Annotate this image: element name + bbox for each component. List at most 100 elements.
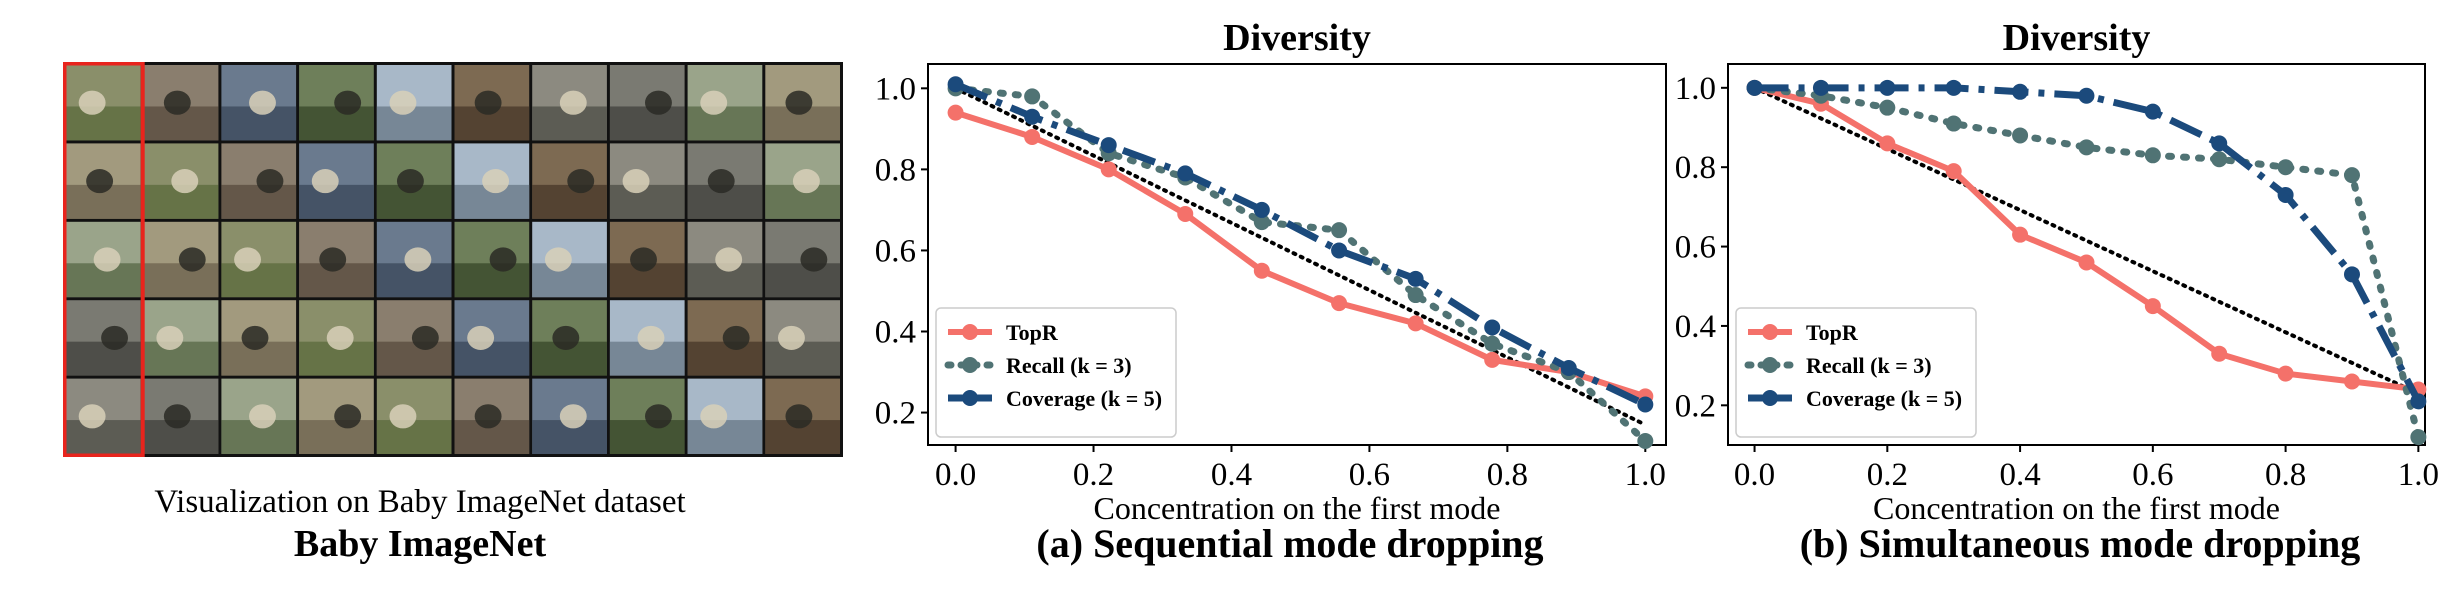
legend-label-coverage: Coverage (k = 5) [1806,386,1962,411]
x-axis-label: Concentration on the first mode [1873,490,2280,520]
data-point-coverage [1407,270,1424,287]
y-tick-label: 1.0 [1675,71,1716,107]
x-tick-label: 1.0 [2398,457,2439,493]
thumbnail [221,378,297,454]
data-point-recall [1879,99,1896,116]
thumbnail [609,221,685,298]
grid-title: Baby ImageNet [293,523,547,565]
series-line-recall [1751,84,2422,441]
thumbnail [687,300,763,376]
thumbnail [376,300,452,376]
thumbnail [299,221,374,298]
x-tick-label: 0.0 [1734,457,1775,493]
thumbnail [532,65,607,141]
data-point-recall [1024,88,1041,105]
thumbnail [765,378,840,454]
thumbnail [143,65,219,141]
x-tick-label: 0.2 [1867,457,1908,493]
data-point-recall [1253,214,1270,231]
data-point-recall [1407,287,1424,304]
y-tick-label: 0.2 [1675,388,1716,424]
thumbnail [143,221,219,298]
thumbnail [376,378,452,454]
data-point-topr [2078,254,2095,271]
thumbnail [765,65,840,141]
data-point-recall [2144,147,2161,164]
data-point-coverage [2078,87,2095,104]
thumbnail [376,221,452,298]
caption-simultaneous: (b) Simultaneous mode dropping [1799,521,2361,566]
thumbnail [765,221,840,298]
x-axis-label: Concentration on the first mode [1093,490,1500,520]
plot-frame [1727,63,2426,446]
y-tick-label: 0.6 [1675,230,1716,266]
thumbnail [221,300,297,376]
chart-title: Diversity [1223,17,1371,59]
thumbnail [299,300,374,376]
caption-sequential: (a) Sequential mode dropping [1036,521,1544,566]
x-tick-label: 0.0 [935,457,976,493]
data-point-coverage [1177,165,1194,182]
y-tick-label: 0.4 [875,315,916,351]
series-line-topr [954,109,1647,400]
y-tick-label: 0.8 [875,152,916,188]
thumbnail [376,143,452,219]
thumbnail [66,65,141,141]
data-point-coverage [2211,135,2228,152]
thumbnail [454,300,530,376]
highlight-column [63,62,145,457]
thumbnail [454,65,530,141]
data-point-coverage [1746,79,1763,96]
data-point-topr [947,104,964,121]
data-point-recall [1484,335,1501,352]
y-tick-label: 0.8 [1675,150,1716,186]
thumbnail [299,65,374,141]
chart-title: Diversity [2003,17,2151,59]
data-point-topr [2277,365,2294,382]
series-line-coverage [954,81,1647,408]
y-tick-label: 0.6 [875,233,916,269]
x-tick-label: 0.6 [2132,457,2173,493]
chart-sequential: Diversity 0.0 0.2 0.4 0.6 0.8 1.0 0.2 0.4 0.6 0.8 1… [875,17,1667,520]
plot-frame [927,63,1667,446]
image-grid [63,62,843,457]
thumbnail [143,378,219,454]
data-point-coverage [1331,242,1348,259]
data-point-recall [2211,151,2228,168]
data-point-recall [2277,159,2294,176]
image-grid-panel [63,62,843,457]
thumbnail [687,65,763,141]
thumbnail [765,300,840,376]
data-point-coverage [1253,201,1270,218]
data-point-topr [2012,226,2029,243]
data-point-coverage [1812,79,1829,96]
legend [935,307,1177,438]
legend-marker-coverage [1762,390,1778,406]
data-point-topr [1177,205,1194,222]
data-point-coverage [2343,266,2360,283]
thumbnail [299,378,374,454]
thumbnail [532,143,607,219]
thumbnail [687,378,763,454]
legend-marker-recall [962,357,978,373]
y-tick-label: 0.2 [875,396,916,432]
data-point-recall [1331,222,1348,239]
data-point-topr [2211,345,2228,362]
x-tick-label: 1.0 [1625,457,1666,493]
thumbnail [454,378,530,454]
legend-label-recall: Recall (k = 3) [1806,353,1932,378]
y-tick-label: 0.4 [1675,309,1716,345]
data-point-coverage [1560,359,1577,376]
legend [1735,307,1977,438]
series-line-reference [1752,85,2421,396]
thumbnail [454,143,530,219]
thumbnail [143,143,219,219]
data-point-coverage [1879,79,1896,96]
data-point-recall [2012,127,2029,144]
data-point-coverage [2410,393,2427,410]
data-point-coverage [1637,396,1654,413]
data-point-topr [1484,351,1501,368]
data-point-topr [1253,262,1270,279]
legend-label-topr: TopR [1006,320,1059,345]
thumbnail [765,143,840,219]
